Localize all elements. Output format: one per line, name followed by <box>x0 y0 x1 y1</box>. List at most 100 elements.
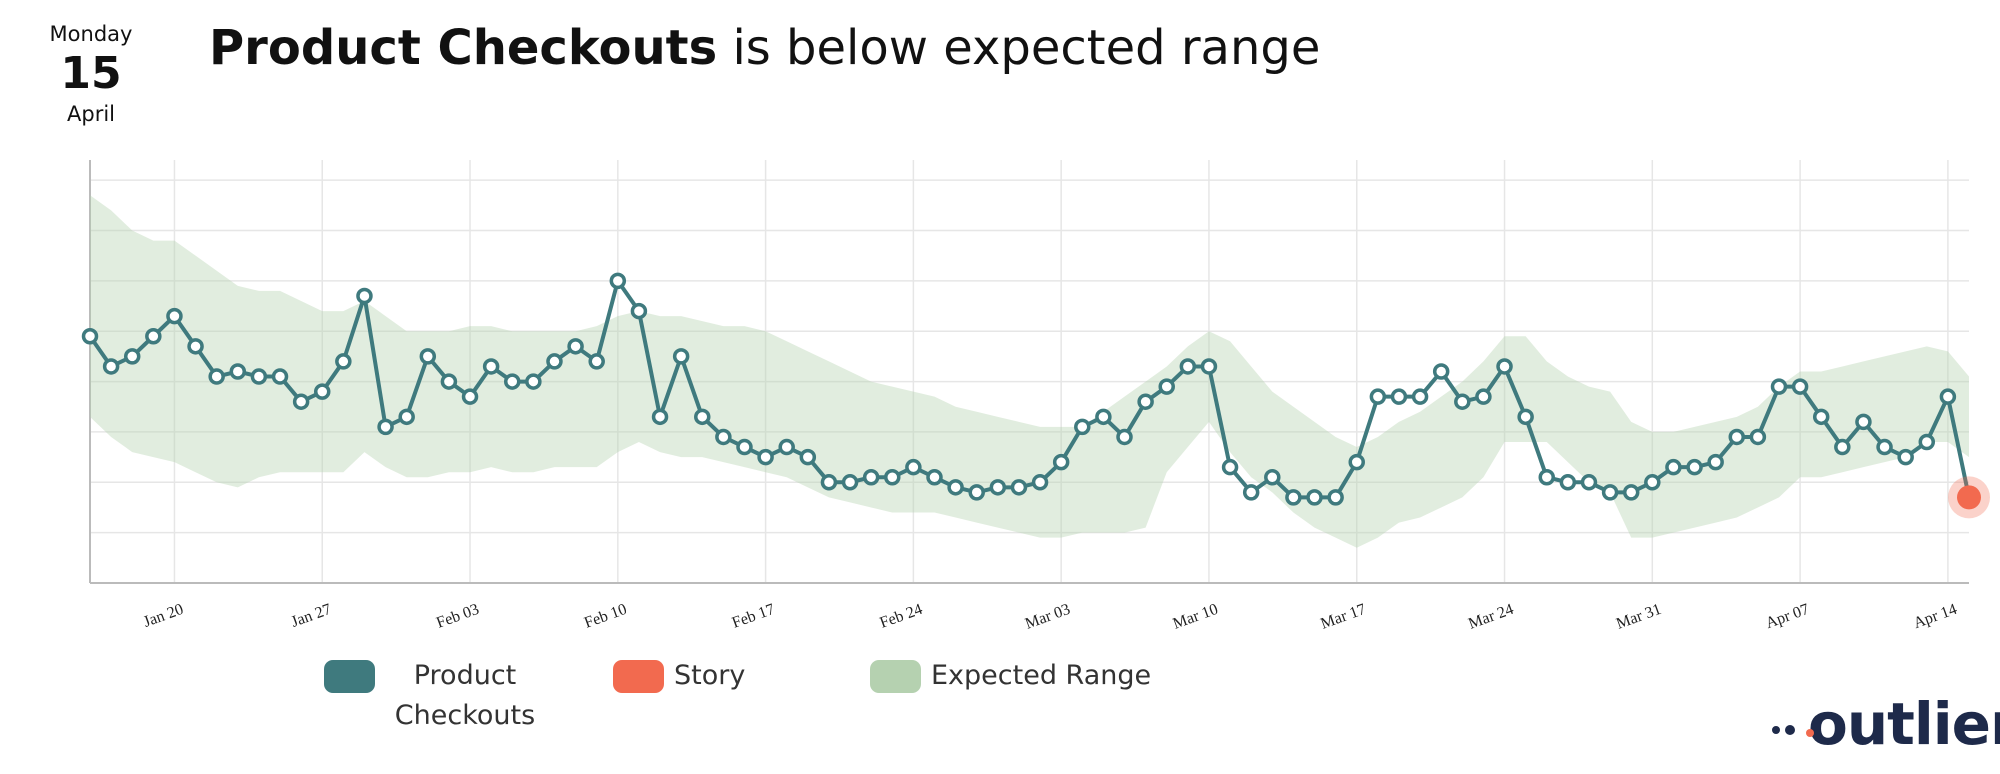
x-tick-label: Mar 24 <box>1466 601 1516 633</box>
data-point <box>1369 388 1387 405</box>
data-point <box>567 338 584 355</box>
x-tick-label: Mar 17 <box>1318 601 1368 633</box>
data-point <box>1158 378 1175 395</box>
data-point <box>1601 484 1619 501</box>
data-point <box>1137 393 1154 410</box>
data-point <box>1095 408 1112 426</box>
legend-item: Product Checkouts <box>324 660 545 736</box>
data-point <box>292 393 310 410</box>
x-tick-label: Mar 10 <box>1171 601 1221 633</box>
data-point <box>989 479 1007 496</box>
data-point <box>715 428 732 446</box>
data-point <box>1432 363 1450 380</box>
x-tick-label: Feb 10 <box>582 601 629 632</box>
data-point <box>1749 428 1767 446</box>
data-point <box>1559 474 1577 491</box>
data-point <box>1770 378 1788 395</box>
data-point <box>1939 388 1957 405</box>
data-point <box>1285 489 1302 506</box>
legend-label: Expected Range <box>931 660 1152 691</box>
data-point <box>1052 453 1070 471</box>
weekday: Monday <box>49 22 133 46</box>
data-point <box>440 373 458 390</box>
title-rest: is below expected range <box>732 20 1321 76</box>
data-point <box>313 383 331 400</box>
day: 15 <box>60 48 122 99</box>
data-point <box>651 408 669 426</box>
data-point <box>1496 358 1513 375</box>
x-tick-label: Apr 07 <box>1763 601 1811 632</box>
data-point <box>461 388 479 405</box>
data-point <box>482 358 500 375</box>
data-point <box>419 348 437 365</box>
legend-swatch <box>324 660 375 693</box>
data-point <box>968 484 985 501</box>
data-point <box>166 307 183 325</box>
story-point <box>1957 485 1981 510</box>
data-point <box>1454 393 1471 410</box>
data-point <box>1348 453 1365 471</box>
legend-swatch <box>870 660 921 693</box>
data-point <box>947 479 964 496</box>
data-point <box>377 418 394 436</box>
data-point <box>271 368 289 385</box>
data-point <box>1728 428 1746 446</box>
logo-dots <box>1772 725 1795 735</box>
chart: Jan 20 Jan 27 Feb 03 Feb 10 Feb 17 Feb 24 Mar … <box>81 160 1990 633</box>
logo-dot <box>1772 726 1780 734</box>
data-point <box>1707 453 1724 471</box>
data-point <box>841 474 859 491</box>
data-point <box>630 302 648 320</box>
data-point <box>81 328 99 345</box>
x-tick-label: Jan 27 <box>289 601 334 631</box>
data-point <box>1010 479 1028 496</box>
data-point <box>820 474 838 491</box>
expected-range-band <box>90 195 1969 548</box>
data-point <box>546 353 563 370</box>
data-point <box>356 287 373 305</box>
data-point <box>1264 469 1281 486</box>
title: Product Checkouts is below expected rang… <box>209 20 1320 76</box>
data-point <box>1876 438 1893 456</box>
data-point <box>187 338 204 355</box>
data-point <box>250 368 268 385</box>
data-point <box>1221 458 1239 476</box>
data-point <box>1116 428 1133 446</box>
data-point <box>1538 469 1556 486</box>
data-point <box>905 458 922 476</box>
data-point <box>1390 388 1408 405</box>
data-point <box>778 438 795 456</box>
logo: outlier <box>1772 694 2000 754</box>
logo-dot <box>1785 725 1795 735</box>
data-point <box>1686 458 1703 476</box>
data-point <box>1622 484 1640 501</box>
legend: Product Checkouts Story Expected Range <box>0 660 1400 740</box>
x-tick-label: Mar 31 <box>1614 601 1664 633</box>
data-point <box>335 353 352 370</box>
data-point <box>1411 388 1429 405</box>
data-point <box>1327 489 1344 506</box>
data-point <box>1897 448 1914 466</box>
data-point <box>588 353 605 370</box>
data-point <box>1644 474 1661 491</box>
x-tick-label: Mar 03 <box>1023 601 1073 633</box>
data-point <box>1306 489 1323 506</box>
data-point <box>1812 408 1830 426</box>
data-point <box>1031 474 1049 491</box>
title-metric: Product Checkouts <box>209 20 718 76</box>
data-point <box>1517 408 1534 426</box>
data-point <box>229 363 247 380</box>
data-point <box>208 368 225 385</box>
data-point <box>123 348 141 365</box>
data-point <box>1200 358 1218 375</box>
data-point <box>757 448 774 466</box>
x-tick-label: Feb 24 <box>878 601 925 632</box>
legend-item: Expected Range <box>870 660 1231 696</box>
data-point <box>694 408 711 426</box>
legend-swatch <box>613 660 664 693</box>
data-point <box>609 272 627 290</box>
data-point <box>1834 438 1851 456</box>
data-point <box>1179 358 1197 375</box>
data-point <box>145 328 162 345</box>
